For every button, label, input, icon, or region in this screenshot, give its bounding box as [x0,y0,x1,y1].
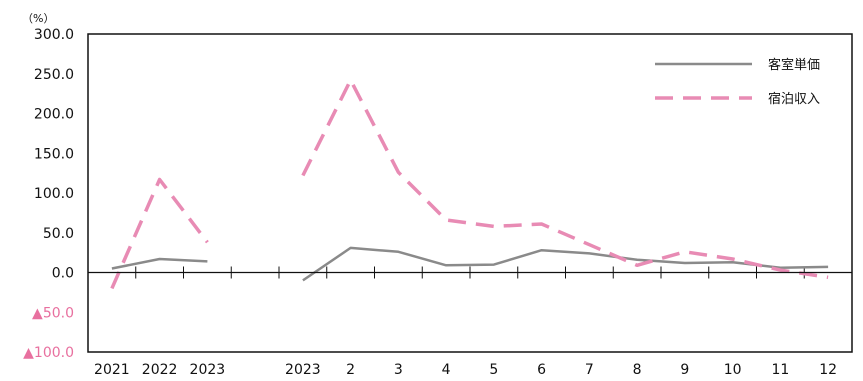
y-tick-label: 150.0 [34,146,74,162]
y-tick-label: 250.0 [34,67,74,83]
x-tick-label: 6 [537,362,546,378]
x-axis-ticks: 2021 2022 2023 2023 2 3 4 5 6 7 8 9 10 11 12 [94,266,837,378]
x-tick-label: 10 [724,362,742,378]
x-tick-label: 11 [771,362,789,378]
x-tick-label: 2 [346,362,355,378]
legend-label: 宿泊収入 [768,91,820,107]
lodging-revenue-series-line [110,177,209,290]
lodging-revenue-series-line [301,78,829,280]
y-tick-label: 200.0 [34,107,74,123]
y-axis-unit-label: （%） [22,12,54,25]
y-tick-label: 300.0 [34,27,74,43]
y-tick-label: 100.0 [34,186,74,202]
x-tick-label: 2021 [94,362,130,378]
x-tick-label: 5 [489,362,498,378]
y-axis-ticks: 300.0 250.0 200.0 150.0 100.0 50.0 0.0 ▲50.0 ▲10… [23,27,74,361]
x-tick-label: 9 [680,362,689,378]
room-rate-series-line [111,257,208,270]
x-tick-label: 12 [819,362,837,378]
y-tick-label: ▲50.0 [32,305,74,321]
x-tick-label: 8 [633,362,642,378]
y-tick-label: ▲100.0 [23,345,74,361]
room-rate-series-line [302,246,829,282]
y-tick-label: 0.0 [52,266,74,282]
series-layer [110,78,829,290]
plot-area-frame [87,33,853,353]
x-tick-label: 2023 [285,362,321,378]
x-tick-label: 2022 [142,362,178,378]
x-tick-label: 4 [442,362,451,378]
y-tick-label: 50.0 [43,226,74,242]
x-tick-label: 2023 [190,362,226,378]
x-tick-label: 7 [585,362,594,378]
legend-label: 客室単価 [768,57,820,73]
x-tick-label: 3 [394,362,403,378]
